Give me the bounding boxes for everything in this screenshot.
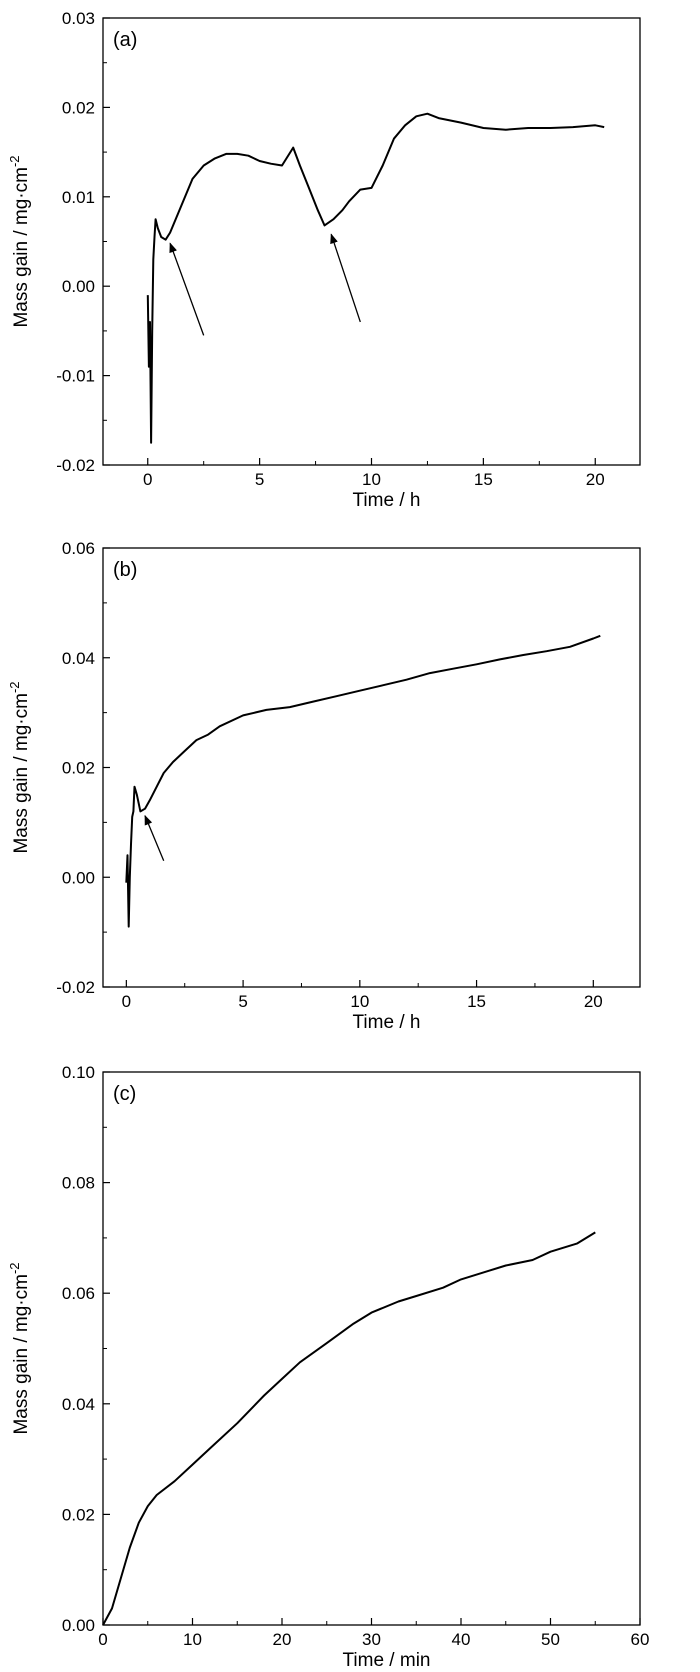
panel-label: (c) xyxy=(113,1083,136,1105)
y-tick-label: 0.00 xyxy=(62,868,95,887)
y-axis-label-superscript: -2 xyxy=(7,1262,22,1274)
series-line xyxy=(102,1231,596,1626)
x-tick-label: 20 xyxy=(273,1630,292,1649)
y-tick-label: 0.08 xyxy=(62,1174,95,1193)
y-tick-label: 0.04 xyxy=(62,649,95,668)
panel-label: (a) xyxy=(113,29,137,51)
x-tick-label: 5 xyxy=(238,992,247,1011)
y-tick-label: -0.01 xyxy=(56,367,95,386)
y-axis-label-main: Mass gain / mg·cm xyxy=(11,167,32,327)
x-tick-label: 10 xyxy=(362,470,381,489)
x-tick-label: 0 xyxy=(98,1630,107,1649)
chart-panel-0: 0 5 10 15 20 -0.02 -0.01 0.00 0.01 0.02 0.03 (a) Tim… xyxy=(7,9,641,511)
x-tick-label: 60 xyxy=(631,1630,650,1649)
plot-frame xyxy=(102,17,641,466)
y-axis-label-superscript: -2 xyxy=(7,155,22,167)
chart-panel-2: 0 10 20 30 40 50 60 0.00 0.02 0.04 0.06 0.08 0.10 (c)… xyxy=(7,1063,649,1671)
y-axis-label-superscript: -2 xyxy=(7,681,22,693)
y-tick-label: 0.06 xyxy=(62,539,95,558)
y-tick-label: 0.10 xyxy=(62,1063,95,1082)
x-tick-label: 40 xyxy=(452,1630,471,1649)
annotation-arrow xyxy=(169,242,205,336)
chart-panel-1: 0 5 10 15 20 -0.02 0.00 0.02 0.04 0.06 (b) Time / h… xyxy=(7,539,641,1033)
y-axis-label: Mass gain / mg·cm-2 xyxy=(7,681,32,853)
y-tick-label: 0.00 xyxy=(62,1616,95,1635)
x-tick-label: 50 xyxy=(541,1630,560,1649)
y-axis-label: Mass gain / mg·cm-2 xyxy=(7,155,32,327)
y-tick-label: 0.02 xyxy=(62,759,95,778)
x-axis-label: Time / h xyxy=(353,490,421,511)
annotation-arrow xyxy=(330,233,361,323)
x-tick-label: 0 xyxy=(122,992,131,1011)
plot-frame xyxy=(102,547,641,988)
x-tick-label: 30 xyxy=(362,1630,381,1649)
x-axis-label: Time / min xyxy=(343,1650,431,1671)
panel-label: (b) xyxy=(113,559,137,581)
x-tick-label: 15 xyxy=(467,992,486,1011)
x-tick-label: 0 xyxy=(143,470,152,489)
y-axis-label-main: Mass gain / mg·cm xyxy=(11,693,32,853)
y-axis-label: Mass gain / mg·cm-2 xyxy=(7,1262,32,1434)
y-tick-label: -0.02 xyxy=(56,456,95,475)
y-tick-label: 0.01 xyxy=(62,188,95,207)
series-line xyxy=(125,634,601,928)
y-axis-label-main: Mass gain / mg·cm xyxy=(11,1274,32,1434)
x-axis-label: Time / h xyxy=(353,1012,421,1033)
series-line xyxy=(146,112,605,444)
y-tick-label: 0.03 xyxy=(62,9,95,28)
y-tick-label: 0.02 xyxy=(62,98,95,117)
plot-frame xyxy=(102,1071,641,1626)
x-tick-label: 20 xyxy=(586,470,605,489)
y-tick-label: 0.02 xyxy=(62,1505,95,1524)
y-tick-label: 0.06 xyxy=(62,1284,95,1303)
y-tick-label: 0.04 xyxy=(62,1395,95,1414)
annotation-arrow xyxy=(144,814,165,862)
x-tick-label: 10 xyxy=(350,992,369,1011)
y-tick-label: 0.00 xyxy=(62,277,95,296)
x-tick-label: 20 xyxy=(584,992,603,1011)
x-tick-label: 5 xyxy=(255,470,264,489)
y-tick-label: -0.02 xyxy=(56,978,95,997)
x-tick-label: 15 xyxy=(474,470,493,489)
x-tick-label: 10 xyxy=(183,1630,202,1649)
